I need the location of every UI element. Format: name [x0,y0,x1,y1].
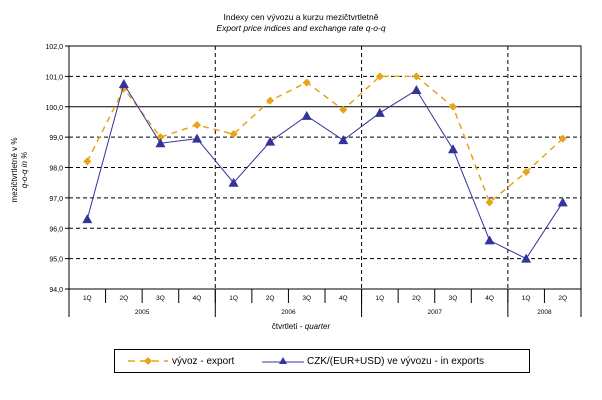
data-point-triangle [448,144,458,154]
legend-swatch-export [128,357,168,365]
y-axis-title: mezičtvrtletně v % q-o-q in % [10,90,30,250]
x-tick-label: 3Q [156,295,165,302]
data-point-diamond [193,120,201,129]
x-tick-labels: 2005 2006 2007 2008 1Q 2Q 3Q 4Q 1Q 2Q 3Q 4Q 1Q 2Q 3Q 4Q… [83,295,567,316]
series-export [83,72,567,207]
x-year-label: 2008 [537,309,552,316]
data-point-triangle [557,197,568,207]
y-axis-title-en: q-o-q in % [20,151,29,189]
x-tick-label: 4Q [339,295,348,302]
x-tick-label: 1Q [83,295,92,302]
y-tick-label: 102,0 [45,44,63,51]
data-point-triangle [484,235,495,245]
diamond-marker-icon [144,357,152,365]
plot-area-frame [68,45,582,290]
x-year-label: 2006 [281,309,296,316]
x-tick-label: 4Q [485,295,494,302]
series-line [86,82,564,260]
chart-subtitle: Export price indices and exchange rate q… [216,23,386,33]
x-year-label: 2005 [135,309,150,316]
x-tick-label: 3Q [302,295,311,302]
x-tick-label: 4Q [193,295,202,302]
axes [65,45,582,317]
y-tick-label: 100,0 [45,105,63,112]
x-tick-label: 2Q [120,295,129,302]
x-tick-label: 1Q [522,295,531,302]
data-point-triangle [338,135,349,145]
data-point-triangle [155,138,166,148]
y-tick-label: 96,0 [49,226,63,233]
x-axis-title-en: quarter [304,322,331,331]
x-tick-label: 2Q [412,295,421,302]
data-point-diamond [302,78,311,87]
data-point-diamond [449,102,457,111]
x-tick-label: 2Q [266,295,275,302]
data-point-triangle [521,253,532,263]
triangle-marker-icon [279,357,287,364]
legend: vývoz - export CZK/(EUR+USD) ve vývozu -… [114,349,530,373]
data-point-triangle [411,85,422,95]
data-point-triangle [82,214,93,224]
data-point-diamond [266,96,275,105]
y-tick-label: 99,0 [49,135,63,142]
x-year-label: 2007 [427,309,442,316]
y-tick-label: 101,0 [45,74,63,81]
x-axis-title-cz: čtvrtletí [271,322,298,331]
grid-lines [69,45,581,289]
data-point-triangle [228,177,239,187]
legend-item-czk: CZK/(EUR+USD) ve vývozu - in exports [262,350,484,372]
x-tick-label: 3Q [449,295,458,302]
x-tick-label: 1Q [376,295,385,302]
y-axis-title-cz: mezičtvrtletně v % [10,137,19,203]
x-tick-label: 2Q [558,295,567,302]
legend-item-export: vývoz - export [127,350,234,372]
data-point-triangle [118,78,129,88]
data-point-diamond [558,134,567,143]
y-tick-label: 95,0 [49,257,63,264]
data-point-triangle [265,136,276,146]
data-point-diamond [485,198,494,207]
data-point-triangle [301,110,312,120]
data-point-diamond [339,105,348,114]
chart-title-block: Indexy cen vývozu a kurzu mezičtvrtletně… [0,12,602,34]
data-point-diamond [412,72,421,81]
series-czk [82,78,568,263]
data-point-diamond [375,72,384,81]
chart-title: Indexy cen vývozu a kurzu mezičtvrtletně [223,12,379,22]
legend-swatch-czk [262,357,304,364]
data-point-diamond [83,157,92,166]
data-point-triangle [192,133,202,143]
y-tick-label: 94,0 [49,287,63,294]
data-point-diamond [229,130,238,139]
y-tick-labels: 94,0 95,0 96,0 97,0 98,0 99,0 100,0 101,0 102,0 [45,44,63,294]
legend-label-export: vývoz - export [172,355,235,367]
x-axis-title: čtvrtletí - quarter [0,322,602,331]
x-tick-label: 1Q [229,295,238,302]
series-layer [82,72,568,263]
legend-label-czk: CZK/(EUR+USD) ve vývozu - in exports [307,355,484,367]
data-point-diamond [522,168,531,177]
series-line [86,75,564,204]
y-tick-label: 98,0 [49,166,63,173]
y-tick-label: 97,0 [49,196,63,203]
data-point-triangle [374,107,385,117]
x-axis-title-sep: - [299,322,305,331]
